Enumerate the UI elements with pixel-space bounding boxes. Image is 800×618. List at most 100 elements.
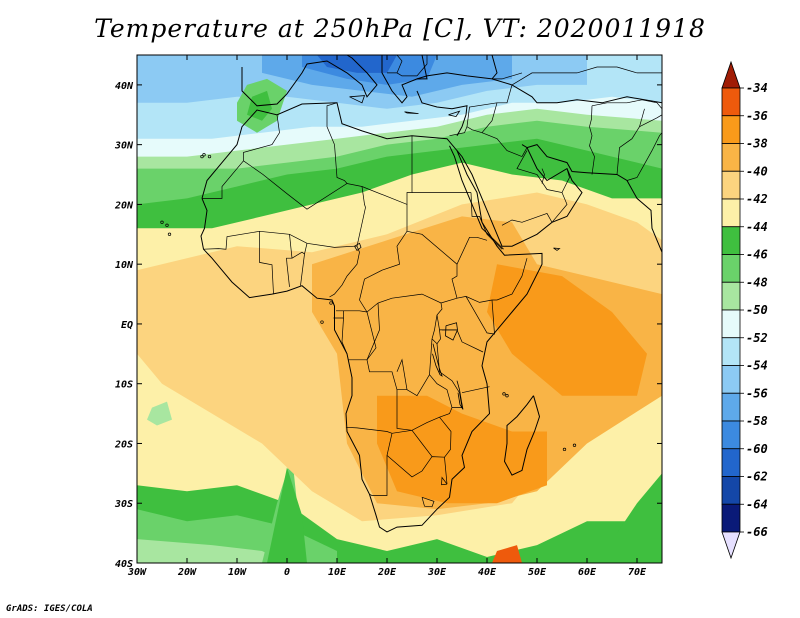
country-border (470, 192, 503, 250)
country-border (626, 132, 662, 181)
colorbar-box (721, 503, 741, 533)
y-tick-label: 10S (115, 380, 133, 391)
x-tick-label: 10W (228, 567, 247, 578)
x-tick-label: 70E (628, 567, 647, 578)
lake-victoria (445, 322, 458, 341)
island (320, 320, 324, 324)
x-tick-label: 30E (427, 567, 447, 578)
island (160, 220, 164, 224)
y-tick-label: 30S (114, 499, 133, 510)
colorbar-box (721, 392, 741, 422)
turkey-coastline (416, 55, 498, 80)
colorbar-label: -44 (746, 220, 768, 234)
country-border (501, 150, 568, 226)
colorbar-box (721, 115, 741, 144)
country-border (456, 236, 488, 265)
country-border (348, 311, 377, 361)
colorbar-bottom-arrow (721, 531, 741, 560)
colorbar-label: -64 (746, 497, 768, 511)
x-tick-label: 20W (177, 567, 197, 578)
island (562, 447, 567, 452)
country-border (243, 114, 280, 161)
temperature-region (137, 539, 287, 563)
colorbar-label: -66 (746, 525, 768, 539)
colorbar-label: -34 (746, 81, 768, 95)
central-asia-border (491, 78, 662, 104)
country-border (396, 55, 403, 74)
island (329, 301, 333, 305)
country-border (416, 55, 428, 77)
colorbar-label: -46 (746, 248, 768, 262)
x-tick-label: 30W (127, 567, 147, 578)
country-border (291, 251, 305, 286)
levant-coastline (416, 90, 468, 136)
colorbar-label: -54 (746, 359, 768, 373)
red-sea-coast (449, 145, 504, 250)
country-border (369, 433, 393, 496)
country-border (334, 144, 348, 184)
island (505, 394, 509, 398)
crete-coastline (404, 111, 419, 114)
country-border (411, 430, 433, 457)
country-border (336, 310, 368, 313)
colorbar: -34 -36 -38 -40 -42 -44 -46 -48 -50 -52 -54 -56 -58 -… (721, 60, 768, 560)
island (502, 392, 506, 396)
island (200, 154, 204, 159)
country-border (441, 476, 448, 486)
credit-text: GrADS: IGES/COLA (6, 604, 93, 614)
country-border (421, 496, 435, 508)
country-border (259, 231, 274, 295)
country-border (589, 105, 595, 175)
temperature-region (147, 401, 172, 426)
map-frame (136, 54, 663, 564)
island (167, 232, 172, 236)
colorbar-box (721, 448, 741, 477)
coastlines (160, 55, 662, 533)
country-border (639, 114, 662, 128)
y-tick-label: 20N (114, 200, 134, 211)
y-tick-label: 20S (114, 439, 133, 450)
socotra-coastline (553, 247, 561, 251)
lake-tanganyika (432, 343, 443, 377)
colorbar-label: -60 (746, 442, 768, 456)
country-border (359, 204, 528, 313)
y-tick-label: 40S (115, 559, 133, 570)
colorbar-box (721, 198, 741, 228)
country-border (541, 168, 545, 184)
temperature-region (617, 473, 662, 563)
country-border (616, 108, 645, 175)
cyprus-coastline (448, 110, 461, 118)
lake-chad (354, 242, 362, 251)
y-tick-label: 40N (115, 81, 134, 92)
country-border (202, 135, 413, 210)
country-border (329, 246, 360, 298)
temperature-region (487, 264, 647, 396)
colorbar-top-arrow (721, 60, 741, 89)
colorbar-label: -40 (746, 164, 768, 178)
colorbar-label: -48 (746, 275, 768, 289)
country-border (461, 386, 490, 394)
colorbar-box (721, 309, 741, 339)
island (165, 223, 169, 227)
country-border (511, 66, 662, 86)
x-tick-label: 10E (328, 567, 347, 578)
europe-coastline (241, 55, 378, 107)
colorbar-box (721, 87, 741, 117)
country-border (326, 102, 338, 145)
country-border (431, 329, 441, 345)
country-border (492, 72, 523, 80)
country-border (396, 358, 408, 390)
colorbar-box (721, 170, 741, 200)
colorbar-label: -42 (746, 192, 768, 206)
country-border (304, 243, 308, 255)
map-axes: 30W 20W 10W 0 10E 20E 30E 40E 50E 60E 70E 40N 30N 20N… (114, 55, 662, 578)
x-tick-label: 20E (377, 567, 397, 578)
country-border (406, 230, 458, 299)
country-border (366, 302, 443, 397)
colorbar-label: -62 (746, 470, 768, 484)
africa-coastline (200, 102, 543, 533)
y-tick-label: 10N (115, 260, 134, 271)
colorbar-box (721, 226, 741, 255)
colorbar-label: -52 (746, 331, 768, 345)
country-border (286, 234, 293, 287)
